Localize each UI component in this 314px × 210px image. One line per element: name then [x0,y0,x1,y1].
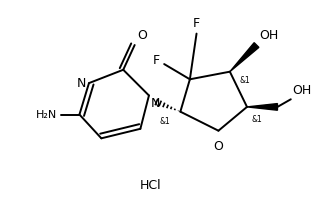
Text: HCl: HCl [140,179,162,192]
Text: O: O [214,140,223,153]
Text: H₂N: H₂N [36,110,57,119]
Text: F: F [193,17,200,30]
Text: N: N [151,97,160,110]
Text: F: F [153,54,160,67]
Text: &1: &1 [160,117,171,126]
Polygon shape [247,104,278,110]
Polygon shape [230,43,259,72]
Text: O: O [138,29,147,42]
Text: OH: OH [293,84,312,97]
Text: &1: &1 [252,114,263,123]
Text: OH: OH [259,29,279,42]
Text: N: N [77,77,86,90]
Text: &1: &1 [239,76,250,85]
